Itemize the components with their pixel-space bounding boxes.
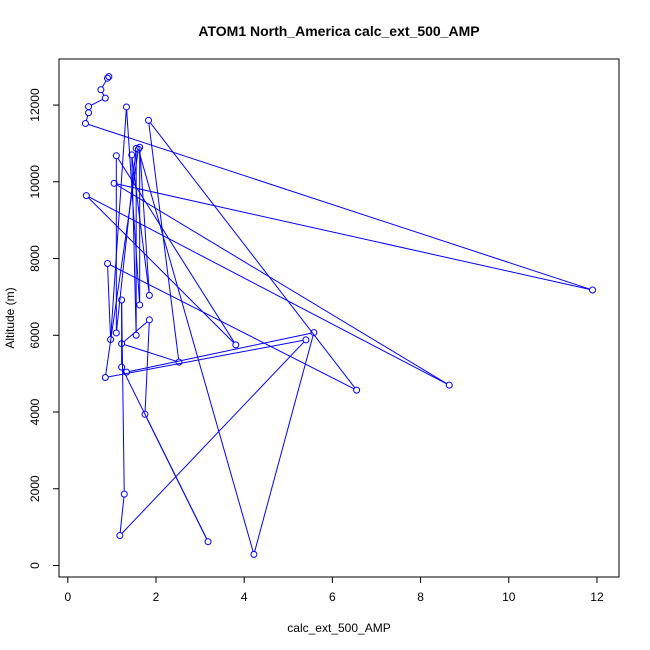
x-tick-label: 4	[241, 590, 248, 604]
data-point	[175, 358, 183, 366]
data-point	[112, 152, 120, 160]
data-point	[97, 86, 105, 94]
data-point	[145, 116, 153, 124]
chart-title: ATOM1 North_America calc_ext_500_AMP	[198, 23, 479, 39]
series-segment	[107, 266, 111, 337]
series-segment	[88, 197, 235, 344]
series-segment	[110, 109, 127, 337]
y-axis-label: Altitude (m)	[3, 287, 17, 348]
series-segment	[121, 302, 125, 492]
series-segment	[119, 497, 125, 533]
series-segment	[139, 150, 150, 293]
data-point	[118, 363, 126, 371]
data-point	[302, 336, 310, 344]
data-point	[310, 329, 318, 337]
series-segment	[123, 321, 148, 343]
series-segment	[108, 339, 304, 378]
x-tick-label: 12	[590, 590, 604, 604]
x-tick-label: 10	[502, 590, 516, 604]
series-segment	[116, 183, 590, 290]
series-segment	[149, 122, 356, 389]
y-tick-label: 6000	[28, 322, 42, 349]
data-series	[81, 73, 597, 558]
series-segment	[144, 322, 150, 412]
series-segment	[88, 196, 447, 385]
series-segment	[129, 332, 312, 372]
y-tick-label: 12000	[28, 88, 42, 122]
data-point	[145, 316, 153, 324]
data-point	[118, 340, 126, 348]
series-segment	[117, 157, 235, 343]
x-tick-label: 0	[64, 590, 71, 604]
data-point	[112, 329, 120, 337]
y-tick-label: 10000	[28, 165, 42, 199]
data-point	[110, 179, 118, 187]
x-tick-label: 2	[153, 590, 160, 604]
data-point	[128, 151, 136, 159]
data-point	[250, 550, 258, 558]
x-tick-label: 8	[417, 590, 424, 604]
data-point	[85, 103, 93, 111]
series-segment	[109, 264, 355, 390]
x-axis-label: calc_ext_500_AMP	[287, 621, 390, 635]
y-axis: 0 2000 4000 6000 8000 10000 12000	[28, 88, 60, 569]
data-point	[445, 381, 453, 389]
plot-frame	[58, 58, 620, 578]
series-segment	[121, 341, 305, 534]
data-point	[353, 386, 361, 394]
series-segment	[116, 184, 447, 385]
data-point	[101, 373, 109, 381]
data-point	[232, 341, 240, 349]
data-point	[589, 286, 597, 294]
y-tick-label: 2000	[28, 475, 42, 502]
data-point	[81, 119, 89, 127]
data-point	[104, 260, 111, 268]
y-tick-label: 8000	[28, 245, 42, 272]
series-segment	[101, 80, 107, 88]
series-segment	[90, 99, 103, 106]
series-segment	[122, 369, 208, 540]
series-segment	[88, 123, 590, 290]
series-segment	[85, 115, 89, 121]
y-tick-label: 0	[28, 562, 42, 569]
series-segment	[126, 109, 140, 302]
series-segment	[148, 123, 180, 360]
data-point	[134, 145, 142, 153]
data-point	[132, 331, 140, 339]
data-point	[141, 410, 149, 418]
data-point	[136, 301, 144, 309]
series-segment	[131, 157, 150, 293]
data-point	[204, 538, 212, 546]
x-axis: 0 2 4 6 8 10 12	[64, 576, 604, 604]
data-point	[85, 109, 93, 117]
data-point	[120, 490, 128, 498]
data-point	[101, 94, 109, 102]
data-point	[122, 368, 130, 376]
data-point	[145, 291, 153, 299]
series-segment	[105, 152, 139, 375]
series-segment	[138, 151, 254, 552]
series-segment	[116, 151, 137, 331]
data-point	[105, 73, 113, 81]
y-tick-label: 4000	[28, 398, 42, 425]
data-point	[107, 335, 115, 343]
x-tick-label: 6	[329, 590, 336, 604]
series-segment	[254, 335, 314, 552]
series-segment	[101, 92, 105, 96]
data-point	[116, 532, 124, 540]
data-point	[104, 74, 111, 82]
series-segment	[124, 344, 177, 362]
data-point	[82, 192, 90, 200]
data-point	[122, 103, 130, 111]
data-point	[118, 296, 126, 304]
data-point	[136, 143, 144, 151]
